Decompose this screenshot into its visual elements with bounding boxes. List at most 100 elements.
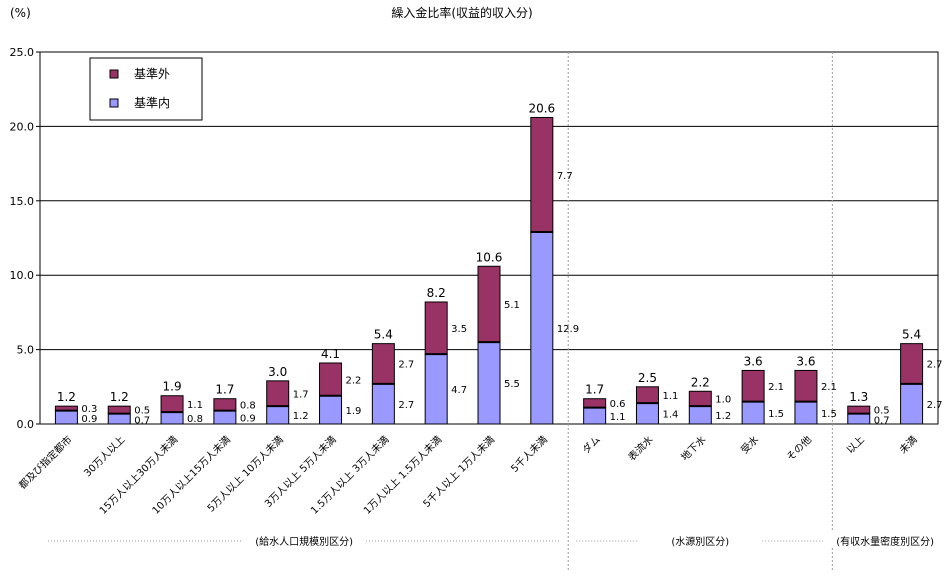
- bar-segment-outer: [319, 362, 343, 397]
- group-label-bg: [823, 531, 948, 547]
- data-label-inner: 1.4: [662, 410, 678, 421]
- bar-segment-outer: [266, 380, 290, 407]
- bar-segment-inner: [583, 407, 607, 425]
- bar-segment-inner: [319, 395, 343, 425]
- data-label-outer: 1.0: [715, 395, 731, 406]
- data-label-inner: 1.1: [610, 412, 626, 423]
- y-tick-label: 25.0: [10, 46, 35, 59]
- data-label-outer: 1.7: [293, 389, 309, 400]
- x-tick-label: 都及び指定都市: [16, 433, 75, 492]
- data-label-outer: 0.5: [874, 405, 890, 416]
- bar-segment-inner: [213, 410, 237, 425]
- y-tick-label: 20.0: [10, 120, 35, 133]
- y-tick-label: 15.0: [10, 195, 35, 208]
- data-label-outer: 2.2: [346, 375, 362, 386]
- bar-segment-outer: [794, 369, 818, 403]
- data-label-outer: 5.1: [504, 300, 520, 311]
- data-label-inner: 0.9: [81, 414, 97, 425]
- y-tick-label: 0.0: [17, 418, 35, 431]
- bar-segment-outer: [900, 343, 924, 385]
- data-label-inner: 0.7: [134, 415, 150, 426]
- bar-segment-inner: [160, 411, 184, 425]
- legend-label-inner: 基準内: [134, 95, 170, 110]
- bar-segment-outer: [371, 343, 395, 385]
- data-label-outer: 0.6: [610, 399, 626, 410]
- bar-segment-outer: [477, 265, 501, 343]
- data-label-total: 10.6: [476, 250, 503, 264]
- data-label-total: 1.2: [110, 390, 129, 404]
- data-label-outer: 0.5: [134, 405, 150, 416]
- x-tick-label: 5千人未満: [509, 434, 550, 475]
- group-label: (給水人口規模別区分): [255, 535, 353, 548]
- data-label-inner: 1.5: [768, 409, 784, 420]
- data-label-inner: 0.8: [187, 414, 203, 425]
- bar-segment-outer: [741, 369, 765, 403]
- bar-segment-outer: [583, 398, 607, 409]
- data-label-inner: 4.7: [451, 385, 467, 396]
- data-label-total: 1.7: [585, 383, 604, 397]
- data-label-total: 3.0: [268, 365, 287, 379]
- legend-label-outer: 基準外: [134, 66, 170, 81]
- data-label-total: 1.2: [57, 390, 76, 404]
- legend-swatch-inner: [109, 98, 119, 108]
- group-label: (水源別区分): [671, 535, 729, 548]
- data-label-outer: 1.1: [187, 400, 203, 411]
- bar-segment-inner: [530, 231, 554, 425]
- x-tick-label: 30万人以上: [82, 434, 128, 480]
- data-label-total: 1.9: [163, 380, 182, 394]
- data-label-total: 5.4: [902, 328, 921, 342]
- data-label-outer: 2.1: [768, 382, 784, 393]
- x-tick-label: 地下水: [678, 433, 708, 463]
- data-label-outer: 2.7: [927, 360, 943, 371]
- bar-segment-outer: [688, 390, 712, 407]
- y-axis-unit: (%): [10, 6, 31, 20]
- bar-segment-outer: [530, 116, 554, 233]
- group-label-bg: [638, 531, 763, 547]
- legend-swatch-outer: [109, 69, 119, 79]
- bar-segment-outer: [107, 405, 131, 415]
- data-label-outer: 3.5: [451, 324, 467, 335]
- y-tick-label: 10.0: [10, 269, 35, 282]
- data-label-outer: 0.8: [240, 401, 256, 412]
- data-label-outer: 7.7: [557, 171, 573, 182]
- bar-segment-inner: [107, 413, 131, 425]
- data-label-total: 2.5: [638, 371, 657, 385]
- x-tick-label: その他: [784, 433, 814, 463]
- bar-segment-inner: [741, 401, 765, 425]
- bar-segment-inner: [900, 383, 924, 425]
- bar-segment-inner: [794, 401, 818, 425]
- data-label-inner: 0.9: [240, 413, 256, 424]
- bar-segment-inner: [54, 410, 78, 425]
- legend-box: [89, 57, 203, 121]
- bar-segment-outer: [635, 386, 659, 404]
- data-label-total: 3.6: [744, 354, 763, 368]
- bar-segment-inner: [266, 405, 290, 425]
- data-label-inner: 1.2: [715, 411, 731, 422]
- bar-segment-outer: [424, 301, 448, 355]
- y-tick-label: 5.0: [17, 344, 35, 357]
- bar-segment-inner: [847, 413, 871, 425]
- bar-segment-inner: [635, 402, 659, 425]
- data-label-inner: 1.9: [346, 406, 362, 417]
- data-label-total: 5.4: [374, 328, 393, 342]
- data-label-inner: 5.5: [504, 379, 520, 390]
- group-label: (有収水量密度別区分): [836, 535, 934, 548]
- bar-segment-outer: [847, 405, 871, 415]
- data-label-inner: 1.2: [293, 411, 309, 422]
- data-label-outer: 2.1: [821, 382, 837, 393]
- data-label-total: 8.2: [427, 286, 446, 300]
- data-label-total: 1.7: [215, 383, 234, 397]
- data-label-inner: 2.7: [398, 400, 414, 411]
- bar-segment-outer: [213, 398, 237, 412]
- data-label-outer: 1.1: [662, 391, 678, 402]
- x-tick-label: ダム: [579, 433, 602, 456]
- data-label-total: 1.3: [849, 390, 868, 404]
- data-label-inner: 2.7: [927, 400, 943, 411]
- bar-segment-inner: [424, 353, 448, 425]
- x-tick-label: 未満: [897, 434, 920, 457]
- chart-title: 繰入金比率(収益的収入分): [391, 5, 532, 20]
- data-label-outer: 0.3: [81, 404, 97, 415]
- data-label-total: 2.2: [691, 375, 710, 389]
- data-label-inner: 1.5: [821, 409, 837, 420]
